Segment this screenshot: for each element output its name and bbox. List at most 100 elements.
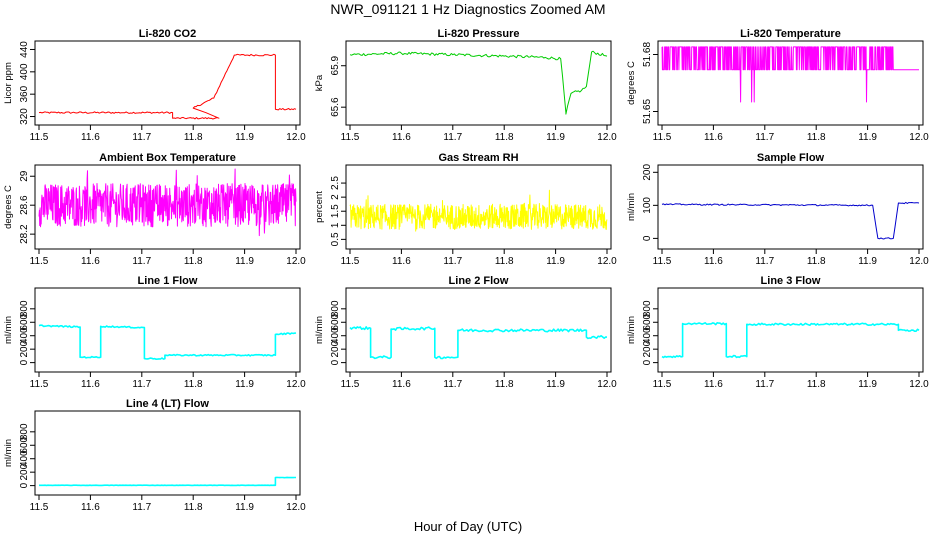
x-tick-label: 11.5 — [30, 502, 49, 513]
x-tick-label: 11.5 — [653, 256, 672, 267]
x-tick-label: 11.8 — [495, 379, 514, 390]
x-tick-label: 11.8 — [807, 256, 826, 267]
y-tick-label: 600 — [19, 436, 30, 453]
y-tick-label: 440 — [19, 41, 30, 58]
x-tick-label: 11.6 — [81, 256, 100, 267]
y-tick-label: 600 — [330, 313, 341, 330]
y-axis-label: Licor ppm — [3, 62, 14, 104]
x-tick-label: 11.8 — [184, 502, 203, 513]
series-line-line1 — [38, 324, 297, 360]
y-axis-label: ml/min — [626, 193, 637, 221]
panel-title: Gas Stream RH — [438, 152, 518, 164]
y-axis-label: degrees C — [3, 185, 14, 229]
x-tick-label: 12.0 — [909, 132, 929, 143]
x-tick-label: 12.0 — [597, 132, 617, 143]
x-tick-label: 11.5 — [30, 256, 49, 267]
figure-title: NWR_091121 1 Hz Diagnostics Zoomed AM — [330, 1, 605, 17]
x-tick-label: 12.0 — [909, 379, 929, 390]
y-axis-label: degrees C — [626, 61, 637, 105]
y-tick-label: 0 — [642, 235, 653, 241]
plot-frame — [345, 287, 612, 373]
x-tick-label: 11.5 — [30, 132, 49, 143]
x-axis-label: Hour of Day (UTC) — [414, 519, 522, 534]
x-tick-label: 12.0 — [286, 132, 306, 143]
y-tick-label: 51.65 — [642, 99, 653, 124]
panel-title: Li-820 CO2 — [139, 28, 196, 40]
series-line-pressure — [349, 50, 608, 115]
y-tick-label: 800 — [330, 300, 341, 317]
x-tick-label: 11.8 — [184, 132, 203, 143]
y-axis-label: ml/min — [3, 316, 14, 344]
series-line-li820temp — [661, 46, 920, 103]
y-axis-label: ml/min — [3, 439, 14, 467]
y-tick-label: 65.9 — [330, 56, 341, 76]
panel-title: Line 1 Flow — [138, 275, 198, 287]
x-tick-label: 11.9 — [858, 132, 877, 143]
x-tick-label: 11.8 — [495, 132, 514, 143]
y-tick-label: 200 — [19, 463, 30, 480]
y-tick-label: 400 — [642, 327, 653, 344]
plot-frame — [345, 164, 612, 250]
x-tick-label: 11.6 — [81, 379, 100, 390]
x-tick-label: 11.7 — [755, 379, 774, 390]
y-tick-label: 800 — [19, 300, 30, 317]
x-tick-label: 11.7 — [132, 132, 151, 143]
x-tick-label: 11.5 — [341, 256, 360, 267]
plot-frame — [34, 410, 301, 496]
x-tick-label: 11.9 — [235, 379, 254, 390]
series-line-co2 — [38, 53, 297, 120]
x-tick-label: 11.8 — [807, 132, 826, 143]
series-line-line3 — [661, 322, 920, 359]
x-tick-label: 12.0 — [909, 256, 929, 267]
panel-title: Line 4 (LT) Flow — [126, 398, 209, 410]
x-tick-label: 11.7 — [132, 379, 151, 390]
x-tick-label: 11.9 — [235, 256, 254, 267]
x-tick-label: 11.8 — [807, 379, 826, 390]
x-tick-label: 11.6 — [392, 132, 411, 143]
plot-frame — [657, 287, 924, 373]
panel-line4: Line 4 (LT) Flow 11.5 11.6 11.7 11.8 11.9 12.0… — [3, 398, 306, 513]
x-tick-label: 11.8 — [184, 256, 203, 267]
plot-frame — [34, 40, 301, 126]
x-tick-label: 11.5 — [653, 132, 672, 143]
y-tick-label: 200 — [642, 164, 653, 181]
panel-ambient: Ambient Box Temperature 11.5 11.6 11.7 11.8 1… — [3, 152, 306, 267]
y-tick-label: 600 — [642, 313, 653, 330]
panel-title: Line 2 Flow — [449, 275, 509, 287]
x-tick-label: 11.6 — [81, 502, 100, 513]
x-tick-label: 11.7 — [443, 132, 462, 143]
series-line-sample — [661, 201, 920, 240]
y-tick-label: 400 — [19, 450, 30, 467]
y-tick-label: 1 — [330, 222, 341, 228]
x-tick-label: 11.7 — [132, 502, 151, 513]
y-tick-label: 200 — [330, 340, 341, 357]
panel-line3: Line 3 Flow 11.5 11.6 11.7 11.8 11.9 12.0 0 2004… — [626, 275, 929, 390]
series-line-rh — [349, 189, 608, 232]
x-tick-label: 11.9 — [858, 379, 877, 390]
series-line-line2 — [349, 326, 607, 360]
x-tick-label: 11.7 — [755, 132, 774, 143]
y-tick-label: 400 — [19, 327, 30, 344]
x-tick-label: 12.0 — [597, 256, 617, 267]
y-axis-label: ml/min — [314, 316, 325, 344]
panel-line1: Line 1 Flow 11.5 11.6 11.7 11.8 11.9 12.0 0 2004… — [3, 275, 306, 390]
x-tick-label: 11.7 — [443, 256, 462, 267]
y-tick-label: 200 — [19, 340, 30, 357]
y-tick-label: 29 — [19, 170, 30, 182]
y-tick-label: 2 — [330, 194, 341, 200]
x-tick-label: 11.6 — [392, 379, 411, 390]
x-tick-label: 11.7 — [132, 256, 151, 267]
panel-title: Ambient Box Temperature — [99, 152, 236, 164]
x-tick-label: 12.0 — [597, 379, 617, 390]
panel-title: Line 3 Flow — [761, 275, 821, 287]
plot-frame — [34, 164, 301, 250]
panel-co2: Li-820 CO2 11.5 11.6 11.7 11.8 11.9 12.0 320 360… — [3, 28, 306, 143]
x-tick-label: 11.7 — [755, 256, 774, 267]
y-tick-label: 2.5 — [330, 176, 341, 190]
x-tick-label: 11.5 — [341, 379, 360, 390]
y-tick-label: 400 — [330, 327, 341, 344]
y-tick-label: 0 — [19, 482, 30, 488]
